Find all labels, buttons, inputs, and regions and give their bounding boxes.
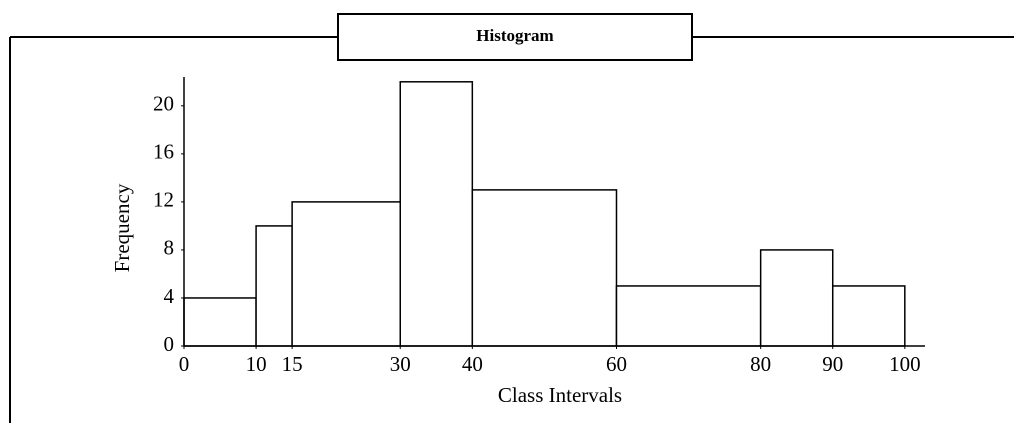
bar	[291, 201, 401, 347]
x-tick-label: 0	[179, 352, 190, 376]
bar	[759, 249, 834, 347]
y-tick-label: 8	[164, 236, 175, 260]
bar	[471, 189, 618, 347]
bar	[399, 81, 474, 347]
y-tick-label: 16	[153, 140, 174, 164]
x-tick-label: 100	[889, 352, 921, 376]
bar	[183, 297, 257, 347]
y-tick-label: 0	[164, 332, 175, 356]
x-tick-label: 30	[390, 352, 411, 376]
y-axis-label: Frequency	[110, 183, 134, 272]
x-tick-label: 40	[462, 352, 483, 376]
x-tick-label: 10	[246, 352, 267, 376]
frame	[9, 13, 1014, 423]
y-tick-label: 20	[153, 92, 174, 116]
chart-title: Histogram	[476, 26, 553, 45]
x-tick-label: 90	[822, 352, 843, 376]
y-tick-label: 4	[164, 284, 175, 308]
title-box	[337, 13, 693, 61]
y-tick-label: 12	[153, 188, 174, 212]
x-tick-label: 15	[282, 352, 303, 376]
bar	[831, 285, 906, 347]
x-tick-label: 80	[750, 352, 771, 376]
bar	[615, 285, 762, 347]
x-axis-label: Class Intervals	[498, 383, 622, 407]
x-tick-label: 60	[606, 352, 627, 376]
bar	[255, 225, 293, 347]
